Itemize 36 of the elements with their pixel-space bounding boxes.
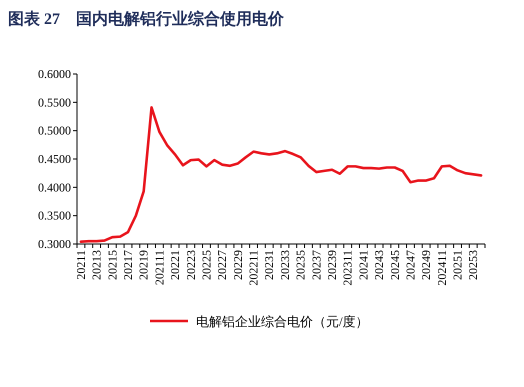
x-tick-label: 20237 <box>309 250 324 280</box>
x-tick-label: 202311 <box>340 250 355 286</box>
y-tick-label: 0.3500 <box>38 208 71 223</box>
x-tick-label: 20227 <box>215 250 230 280</box>
x-tick-label: 20231 <box>262 250 276 280</box>
x-tick-label: 20223 <box>184 250 198 280</box>
x-tick-label: 20221 <box>168 250 182 280</box>
chart-title: 图表 27 国内电解铝行业综合使用电价 <box>8 10 285 28</box>
y-tick-label: 0.5000 <box>38 124 71 138</box>
x-tick-label: 20235 <box>294 250 308 280</box>
y-tick-label: 0.5500 <box>38 95 71 110</box>
x-tick-label: 20211 <box>74 250 88 280</box>
x-tick-label: 20229 <box>230 250 245 280</box>
x-tick-label: 20215 <box>105 250 120 280</box>
x-tick-label: 20233 <box>278 250 292 280</box>
legend-label: 电解铝企业综合电价（元/度） <box>196 314 369 329</box>
x-tick-label: 20247 <box>403 250 418 280</box>
x-tick-label: 202411 <box>434 250 449 286</box>
x-tick-label: 20219 <box>136 250 151 280</box>
x-tick-label: 20245 <box>388 250 402 280</box>
x-tick-label: 20217 <box>121 250 135 280</box>
x-tick-label: 20251 <box>450 250 465 280</box>
y-tick-label: 0.4000 <box>38 180 71 194</box>
x-tick-label: 20239 <box>325 250 339 280</box>
x-tick-label: 202111 <box>152 250 166 286</box>
x-tick-label: 20249 <box>419 250 434 280</box>
x-tick-label: 20253 <box>466 250 480 280</box>
x-tick-label: 202211 <box>246 250 261 286</box>
x-tick-label: 20225 <box>199 250 214 280</box>
y-tick-label: 0.4500 <box>38 152 71 166</box>
x-tick-label: 20241 <box>356 250 370 280</box>
y-tick-label: 0.6000 <box>38 67 71 81</box>
line-series <box>80 106 482 244</box>
x-tick-label: 20213 <box>90 250 104 280</box>
y-tick-label: 0.3000 <box>38 237 71 251</box>
x-tick-label: 20243 <box>372 250 386 280</box>
